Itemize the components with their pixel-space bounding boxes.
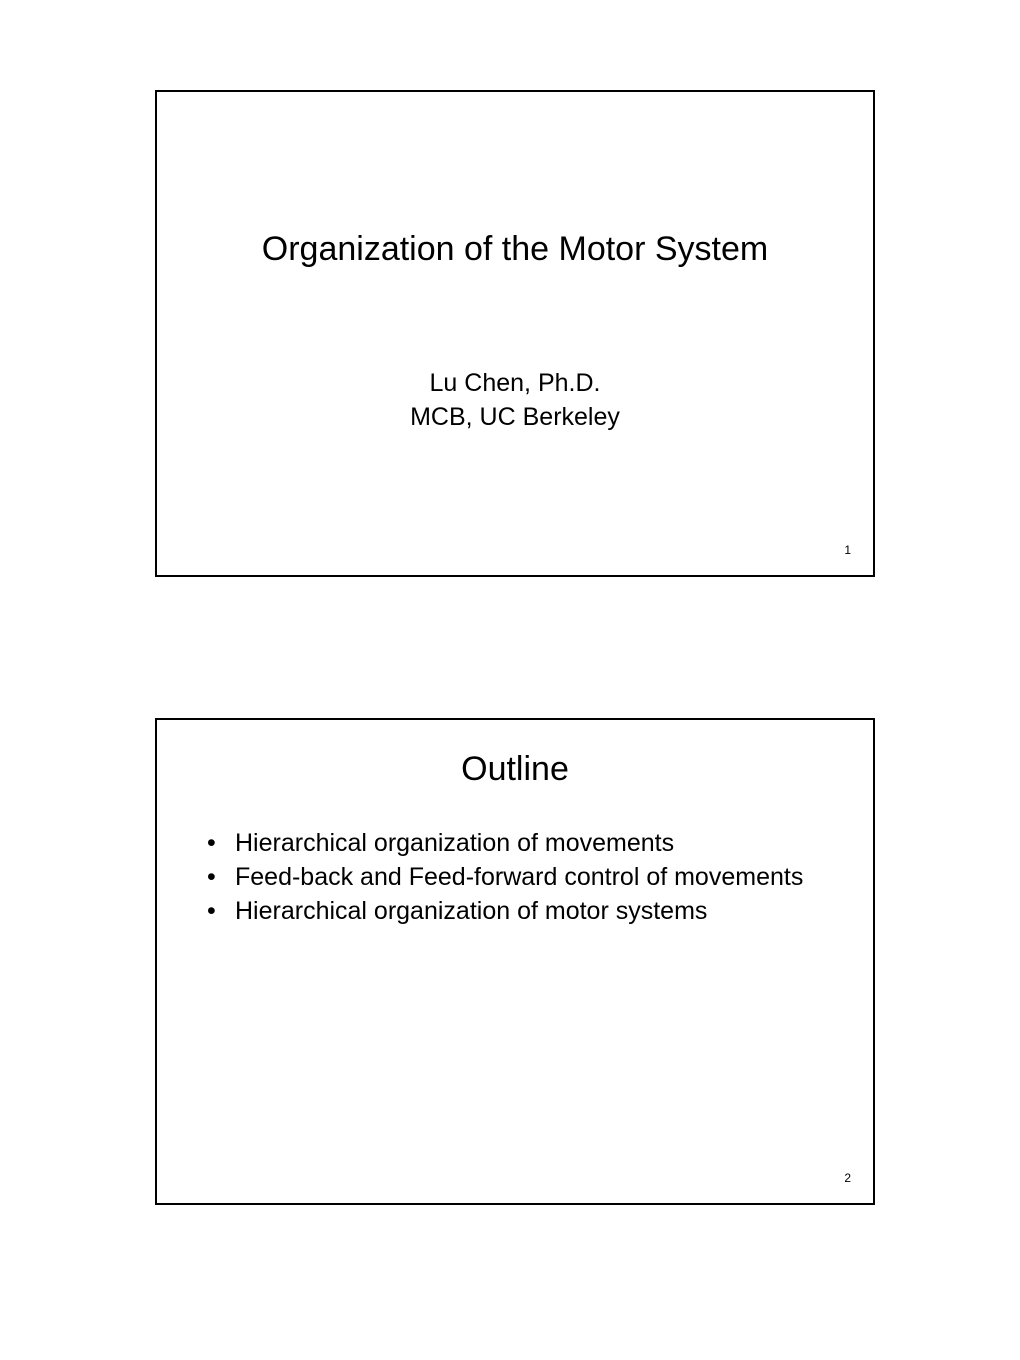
slide-1-page-number: 1 [844,543,851,557]
slide-1-author-block: Lu Chen, Ph.D. MCB, UC Berkeley [157,367,873,435]
bullet-item: • Hierarchical organization of movements [207,827,823,861]
bullet-marker-icon: • [207,861,235,895]
bullet-text: Hierarchical organization of motor syste… [235,895,823,929]
slide-1-author-affiliation: MCB, UC Berkeley [157,401,873,435]
bullet-text: Hierarchical organization of movements [235,827,823,861]
slide-2-page-number: 2 [844,1171,851,1185]
bullet-marker-icon: • [207,895,235,929]
slide-2-title: Outline [157,750,873,789]
bullet-item: • Feed-back and Feed-forward control of … [207,861,823,895]
slide-2: Outline • Hierarchical organization of m… [155,718,875,1205]
bullet-text: Feed-back and Feed-forward control of mo… [235,861,823,895]
slide-1-author-name: Lu Chen, Ph.D. [157,367,873,401]
bullet-item: • Hierarchical organization of motor sys… [207,895,823,929]
slide-1: Organization of the Motor System Lu Chen… [155,90,875,577]
slide-1-title: Organization of the Motor System [157,230,873,269]
slide-2-bullets: • Hierarchical organization of movements… [207,827,823,928]
bullet-marker-icon: • [207,827,235,861]
